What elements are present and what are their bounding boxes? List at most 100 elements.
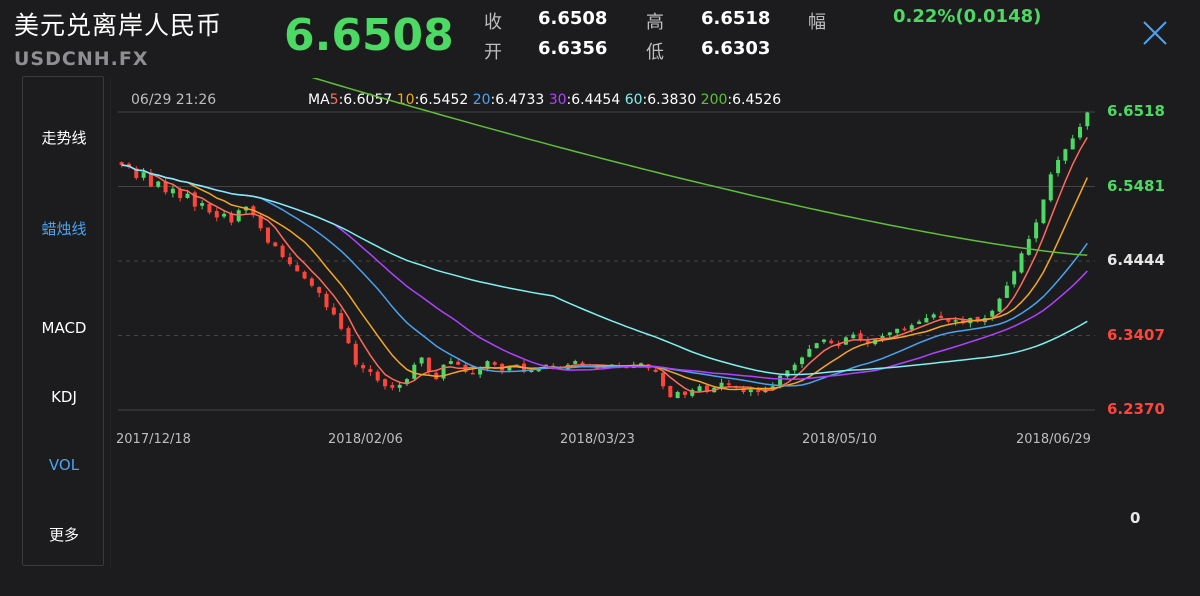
candle-body xyxy=(324,293,329,308)
chart-grid xyxy=(110,78,1095,568)
candle-body xyxy=(697,386,702,392)
candle-body xyxy=(653,369,658,372)
tab-vol[interactable]: VOL xyxy=(48,456,80,474)
candle-body xyxy=(668,386,673,398)
candle-body xyxy=(339,313,344,329)
candlestick-chart[interactable] xyxy=(110,78,1100,568)
candle-body xyxy=(1063,149,1068,161)
candle-body xyxy=(895,328,900,333)
candle xyxy=(397,381,402,392)
candle xyxy=(843,335,848,345)
candle xyxy=(821,338,826,345)
candle-body xyxy=(1078,126,1083,138)
x-tick-label: 2018/02/06 xyxy=(328,432,403,447)
candle-body xyxy=(1048,174,1053,201)
tab-candle[interactable]: 蜡烛线 xyxy=(41,220,87,238)
candle-body xyxy=(317,287,322,293)
close-label: 收 xyxy=(484,12,502,33)
candle-body xyxy=(946,319,951,322)
candle xyxy=(1070,134,1075,150)
candle xyxy=(1063,148,1068,164)
candle xyxy=(726,379,731,387)
candle xyxy=(339,309,344,331)
candle-body xyxy=(748,389,753,393)
candle-body xyxy=(990,310,995,317)
candle xyxy=(902,326,907,332)
ma30-line xyxy=(121,164,1088,380)
candle-body xyxy=(485,361,490,369)
candle xyxy=(960,316,965,325)
candle xyxy=(800,356,805,369)
candle xyxy=(1085,111,1090,130)
candle-body xyxy=(800,357,805,365)
candle-body xyxy=(529,370,534,372)
y-tick-label: 6.4444 xyxy=(1107,251,1165,269)
close-button[interactable] xyxy=(1138,16,1172,50)
candle-body xyxy=(419,357,424,364)
candle-body xyxy=(200,203,205,206)
candle-body xyxy=(1070,138,1075,150)
candle-body xyxy=(580,362,585,365)
y-tick-label: 6.2370 xyxy=(1107,400,1165,418)
candle xyxy=(807,344,812,358)
candle xyxy=(170,185,175,198)
candle-body xyxy=(975,316,980,322)
candle xyxy=(200,200,205,210)
candle xyxy=(280,243,285,259)
candle-body xyxy=(821,339,826,342)
candle-body xyxy=(229,214,234,223)
candle-body xyxy=(119,162,124,166)
candle xyxy=(851,332,856,339)
candle-body xyxy=(792,364,797,371)
candle-body xyxy=(397,384,402,388)
x-tick-label: 2018/03/23 xyxy=(560,432,635,447)
candle-body xyxy=(441,364,446,379)
candle-body xyxy=(917,321,922,324)
x-tick-label: 2017/12/18 xyxy=(116,432,191,447)
candle-body xyxy=(331,307,336,315)
candle-body xyxy=(361,364,366,369)
ma-sep-4: : xyxy=(642,92,648,108)
crosshair-datetime: 06/29 21:26 xyxy=(131,92,217,108)
y-tick-label: 6.6518 xyxy=(1107,102,1165,120)
candle xyxy=(690,388,695,398)
candle xyxy=(792,362,797,374)
candle-body xyxy=(997,298,1002,312)
ma10-line xyxy=(121,164,1088,391)
candle-body xyxy=(192,192,197,207)
candle xyxy=(390,382,395,391)
candle xyxy=(814,342,819,349)
candle xyxy=(939,311,944,321)
candle-body xyxy=(829,340,834,344)
x-tick-label: 2018/06/29 xyxy=(1016,432,1091,447)
tab-macd[interactable]: MACD xyxy=(41,319,87,337)
candle xyxy=(1004,281,1009,298)
candle-body xyxy=(309,278,314,286)
last-price: 6.6508 xyxy=(284,10,454,61)
ma-period-4: 60 xyxy=(624,92,643,108)
tab-more[interactable]: 更多 xyxy=(48,526,79,544)
candle-body xyxy=(1026,239,1031,255)
tab-line[interactable]: 走势线 xyxy=(41,129,87,147)
ma-lines xyxy=(121,78,1088,393)
x-tick-label: 2018/05/10 xyxy=(802,432,877,447)
candle xyxy=(419,356,424,367)
candle xyxy=(309,276,314,288)
tab-kdj[interactable]: KDJ xyxy=(51,388,77,406)
candle xyxy=(829,338,834,345)
candle-body xyxy=(814,343,819,349)
candle xyxy=(529,370,534,373)
candle-body xyxy=(690,389,695,396)
candle-body xyxy=(287,257,292,265)
candle-body xyxy=(573,361,578,364)
candle xyxy=(924,314,929,323)
y-tick-label: 6.5481 xyxy=(1107,176,1165,195)
candle xyxy=(192,190,197,211)
candle-body xyxy=(470,372,475,375)
ma-period-5: 200 xyxy=(700,92,728,108)
volume-zero-label: 0 xyxy=(1130,509,1141,527)
ma-sep-5: : xyxy=(727,92,733,108)
candle xyxy=(302,270,307,280)
candle-body xyxy=(1004,285,1009,298)
candle-body xyxy=(931,314,936,318)
